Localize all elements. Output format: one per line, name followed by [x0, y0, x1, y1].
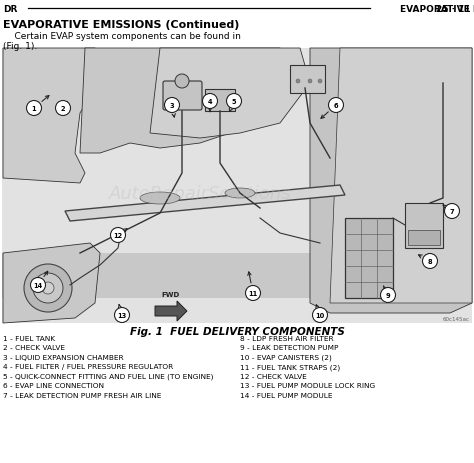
Circle shape	[33, 274, 63, 303]
Text: 7: 7	[450, 208, 454, 214]
Text: EVAPORATIVE EMISSIONS: EVAPORATIVE EMISSIONS	[400, 5, 474, 13]
Text: 6: 6	[334, 103, 338, 109]
Circle shape	[422, 254, 438, 269]
Text: 2: 2	[61, 106, 65, 112]
Text: 14: 14	[33, 282, 43, 288]
Ellipse shape	[140, 193, 180, 205]
Circle shape	[227, 94, 241, 109]
Text: 8: 8	[428, 258, 432, 264]
Text: 7 - LEAK DETECTION PUMP FRESH AIR LINE: 7 - LEAK DETECTION PUMP FRESH AIR LINE	[3, 392, 161, 398]
Text: 6 - EVAP LINE CONNECTION: 6 - EVAP LINE CONNECTION	[3, 383, 104, 388]
Bar	[345, 219, 393, 298]
Circle shape	[164, 98, 180, 113]
Bar	[290, 66, 325, 94]
Circle shape	[27, 101, 42, 116]
Polygon shape	[3, 244, 100, 323]
Text: EVAPORATIVE EMISSIONS (Continued): EVAPORATIVE EMISSIONS (Continued)	[3, 20, 239, 30]
Circle shape	[318, 80, 322, 84]
Text: 11: 11	[248, 290, 258, 296]
Text: 1: 1	[32, 106, 36, 112]
Bar	[405, 204, 443, 249]
Polygon shape	[330, 49, 472, 303]
Text: 11 - FUEL TANK STRAPS (2): 11 - FUEL TANK STRAPS (2)	[240, 364, 340, 370]
Circle shape	[445, 204, 459, 219]
Circle shape	[308, 80, 312, 84]
Text: 9: 9	[386, 292, 390, 298]
Bar	[408, 231, 440, 245]
Polygon shape	[65, 186, 345, 221]
FancyBboxPatch shape	[163, 82, 202, 111]
Text: 5: 5	[232, 99, 236, 105]
Text: (Fig. 1).: (Fig. 1).	[3, 42, 37, 51]
Text: 5 - QUICK-CONNECT FITTING AND FUEL LINE (TO ENGINE): 5 - QUICK-CONNECT FITTING AND FUEL LINE …	[3, 373, 213, 380]
Text: 12: 12	[113, 232, 123, 238]
Circle shape	[312, 308, 328, 323]
Circle shape	[24, 264, 72, 313]
Circle shape	[296, 80, 300, 84]
Bar	[2, 253, 472, 298]
Circle shape	[202, 94, 218, 109]
Circle shape	[30, 278, 46, 293]
Text: 13: 13	[118, 313, 127, 319]
Text: 10 - EVAP CANISTERS (2): 10 - EVAP CANISTERS (2)	[240, 354, 332, 361]
Text: 9 - LEAK DETECTION PUMP: 9 - LEAK DETECTION PUMP	[240, 345, 338, 351]
Bar	[205, 90, 235, 112]
Text: FWD: FWD	[162, 291, 180, 297]
Polygon shape	[155, 301, 187, 321]
Polygon shape	[150, 49, 310, 139]
Text: 12 - CHECK VALVE: 12 - CHECK VALVE	[240, 373, 307, 379]
Text: Fig. 1  FUEL DELIVERY COMPONENTS: Fig. 1 FUEL DELIVERY COMPONENTS	[129, 326, 345, 336]
Text: DR: DR	[3, 5, 18, 13]
Circle shape	[115, 308, 129, 323]
Circle shape	[328, 98, 344, 113]
Text: 3 - LIQUID EXPANSION CHAMBER: 3 - LIQUID EXPANSION CHAMBER	[3, 354, 124, 360]
Text: 4: 4	[208, 99, 212, 105]
Text: 8 - LDP FRESH AIR FILTER: 8 - LDP FRESH AIR FILTER	[240, 335, 334, 341]
Circle shape	[381, 288, 395, 303]
Circle shape	[42, 282, 54, 294]
Text: 4 - FUEL FILTER / FUEL PRESSURE REGULATOR: 4 - FUEL FILTER / FUEL PRESSURE REGULATO…	[3, 364, 173, 369]
Circle shape	[55, 101, 71, 116]
Text: 13 - FUEL PUMP MODULE LOCK RING: 13 - FUEL PUMP MODULE LOCK RING	[240, 383, 375, 388]
Text: 2 - CHECK VALVE: 2 - CHECK VALVE	[3, 345, 65, 351]
Text: AutoRepairSolutions: AutoRepairSolutions	[109, 185, 292, 203]
Text: 14 - FUEL PUMP MODULE: 14 - FUEL PUMP MODULE	[240, 392, 332, 398]
Ellipse shape	[225, 188, 255, 199]
Circle shape	[175, 75, 189, 89]
Circle shape	[110, 228, 126, 243]
Text: 60c145ac: 60c145ac	[443, 316, 470, 321]
Text: 1 - FUEL TANK: 1 - FUEL TANK	[3, 335, 55, 341]
Polygon shape	[3, 49, 105, 184]
Bar	[2, 49, 472, 323]
Polygon shape	[310, 49, 472, 313]
Text: 25 · 11: 25 · 11	[437, 5, 471, 13]
Circle shape	[246, 286, 261, 301]
Text: 3: 3	[170, 103, 174, 109]
Text: 10: 10	[315, 313, 325, 319]
Text: Certain EVAP system components can be found in: Certain EVAP system components can be fo…	[3, 32, 241, 41]
Polygon shape	[80, 49, 290, 154]
